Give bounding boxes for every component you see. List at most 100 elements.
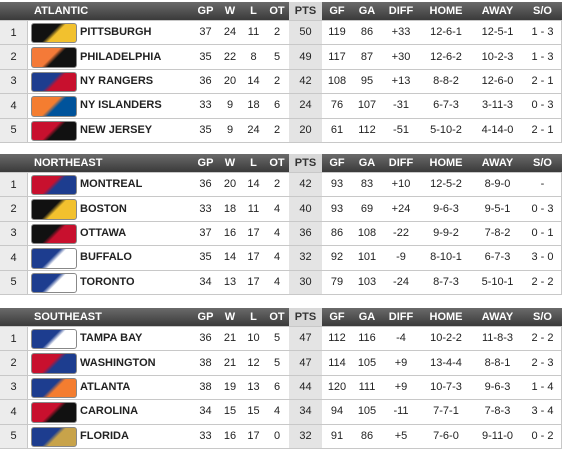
stat: 21 [223,356,237,369]
stat: 112 [358,123,376,136]
stat: 105 [357,405,377,418]
stat: 18 [247,99,260,112]
stat: 13-4-4 [430,356,462,369]
team-name: PITTSBURGH [80,26,152,39]
team-logo [31,377,77,399]
stat: 33 [199,202,212,215]
column-header: GF [329,311,345,323]
stat: 5 [273,332,281,345]
column-header: DIFF [388,157,414,169]
stat: 0 - 3 [531,202,554,215]
column-header: S/O [533,311,552,323]
pts-bg [289,118,322,142]
stat: 91 [330,429,344,442]
column-header: HOME [429,157,463,169]
stat: -22 [393,226,409,239]
stat: 9 [226,123,234,136]
column-header: GP [197,311,214,323]
stat: 8-7-3 [433,275,459,288]
stat: 2 - 1 [531,123,554,136]
rank: 5 [0,424,28,448]
column-header: GA [358,311,376,323]
stat: 4 [273,226,281,239]
stat: 12 [247,356,260,369]
team-logo [31,96,77,117]
stat: 12-6-1 [430,26,462,39]
column-header: PTS [289,2,322,20]
column-header: GF [329,5,345,17]
stat: 2 - 2 [531,275,554,288]
stat: 1 - 3 [531,26,554,39]
team-row [0,269,562,295]
stat: 21 [223,332,237,345]
stat: 33 [199,429,212,442]
stat: 93 [330,178,344,191]
stat: 12-6-2 [430,50,462,63]
stat: 35 [199,123,212,136]
rank: 2 [0,197,28,221]
stat: 36 [199,178,212,191]
rank: 2 [0,45,28,69]
stat: 8-8-1 [484,356,511,369]
pts-bg [289,21,322,45]
stat: 92 [330,251,344,264]
team-name: BOSTON [80,202,127,215]
team-logo [31,175,77,196]
stat: 86 [330,226,344,239]
stat: -4 [396,332,406,345]
column-header: PTS [289,308,322,326]
column-header: DIFF [388,5,414,17]
team-logo [31,402,77,423]
stat: 6 [273,99,281,112]
stat: 4-14-0 [481,123,514,136]
stat: 4 [273,251,281,264]
stat: 86 [360,429,374,442]
stat: +13 [391,74,411,87]
stat: 2 - 3 [531,356,554,369]
column-header: L [250,157,257,169]
stat: 32 [299,251,312,264]
stat: +33 [391,26,411,39]
stat: +30 [391,50,411,63]
stat: 7-6-0 [433,429,459,442]
column-header: GP [197,157,214,169]
pts-bg [289,173,322,197]
stat: 10-2-3 [481,50,514,63]
stat: - [540,178,545,191]
stat: 5-10-2 [430,123,462,136]
stat: 37 [199,226,212,239]
rank: 4 [0,400,28,424]
stat: 47 [299,332,312,345]
table-header [0,2,562,20]
stat: 9-11-0 [482,429,513,442]
stat: 14 [223,251,237,264]
team-name: BUFFALO [80,251,132,264]
table-header [0,308,562,326]
column-header: W [224,5,236,17]
stat: 6-7-3 [433,99,459,112]
rank: 4 [0,94,28,118]
stat: 107 [357,99,377,112]
pts-bg [289,197,322,221]
column-header: L [250,5,257,17]
team-name: CAROLINA [80,405,139,418]
team-name: ATLANTA [80,380,131,393]
stat: 37 [199,26,212,39]
rank: 5 [0,118,28,142]
team-name: OTTAWA [80,226,127,239]
stat: 9-5-1 [484,202,511,215]
stat: 36 [199,74,212,87]
stat: 5-10-1 [481,275,514,288]
rank: 2 [0,351,28,375]
stat: 14 [247,178,260,191]
stat: 50 [299,26,312,39]
team-logo [31,120,77,141]
stat: 108 [327,74,347,87]
stat: 38 [199,380,212,393]
stat: 2 - 2 [531,332,554,345]
stat: 20 [299,123,312,136]
team-logo [31,272,77,293]
stat: 34 [199,405,212,418]
stat: 19 [223,380,237,393]
stat: 16 [223,429,237,442]
